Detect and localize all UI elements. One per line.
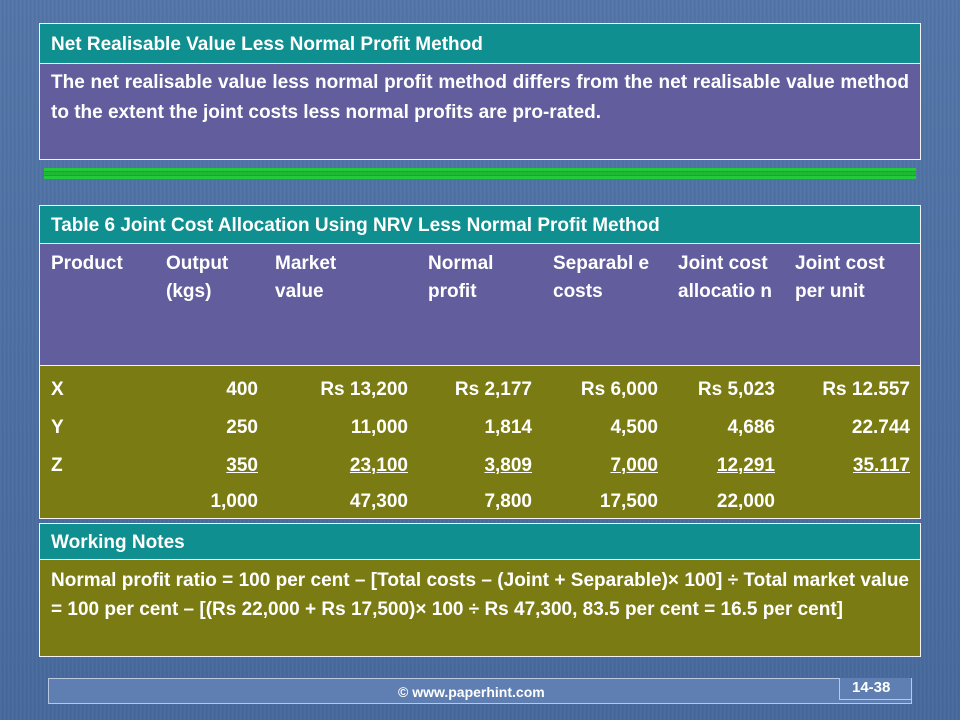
table-body: X 400 Rs 13,200 Rs 2,177 Rs 6,000 Rs 5,0… [40, 366, 920, 518]
working-notes-title: Working Notes [51, 532, 185, 553]
table-cell: 22.744 [851, 417, 910, 438]
table-cell: 12,291 [716, 455, 775, 476]
table-cell: 400 [226, 379, 258, 400]
table-cell: 4,500 [610, 417, 658, 438]
header-market-value: Market value [275, 253, 337, 302]
table-cell: 1,814 [484, 417, 532, 438]
intro-title: Net Realisable Value Less Normal Profit … [51, 34, 483, 55]
page-number-box: 14-38 [839, 678, 911, 700]
table-cell: Y [51, 417, 64, 438]
table-cell: Rs 5,023 [697, 379, 775, 400]
green-divider [44, 168, 916, 180]
table-cell: 23,100 [349, 455, 408, 476]
working-notes-title-bar: Working Notes [40, 524, 920, 560]
header-normal-profit: Normal profit [428, 253, 494, 302]
table-cell: 350 [226, 455, 258, 476]
table-cell: Z [51, 455, 63, 476]
table-cell: 250 [226, 417, 258, 438]
table-title-bar: Table 6 Joint Cost Allocation Using NRV … [40, 206, 920, 244]
table-cell: 7,000 [610, 455, 658, 476]
table-header-row: Product Output (kgs) Market value Normal… [40, 244, 920, 366]
table-total-cell: 22,000 [716, 491, 775, 512]
table-cell: Rs 2,177 [454, 379, 532, 400]
header-output: Output (kgs) [166, 253, 229, 302]
intro-title-bar: Net Realisable Value Less Normal Profit … [40, 24, 920, 64]
working-notes-box: Normal profit ratio = 100 per cent – [To… [40, 560, 920, 656]
intro-body-box: The net realisable value less normal pro… [40, 64, 920, 159]
table-cell: 11,000 [350, 417, 408, 438]
header-product: Product [51, 253, 123, 274]
table-cell: X [51, 379, 64, 400]
table-title: Table 6 Joint Cost Allocation Using NRV … [51, 215, 660, 236]
table-total-cell: 1,000 [210, 491, 258, 512]
footer-credit: © www.paperhint.com [398, 684, 545, 700]
table-cell: 3,809 [484, 455, 532, 476]
table-cell: Rs 13,200 [320, 379, 408, 400]
header-joint-cost-allocation: Joint cost allocatio n [678, 253, 772, 302]
table-cell: Rs 6,000 [580, 379, 658, 400]
intro-body-text: The net realisable value less normal pro… [51, 72, 909, 123]
table-cell: Rs 12.557 [822, 379, 910, 400]
footer-bar: © www.paperhint.com 14-38 [48, 678, 912, 704]
table-total-cell: 47,300 [349, 491, 408, 512]
table-cell: 4,686 [727, 417, 775, 438]
table-total-cell: 17,500 [599, 491, 658, 512]
header-joint-cost-per-unit: Joint cost per unit [795, 253, 885, 302]
table-total-cell: 7,800 [484, 491, 532, 512]
page-number: 14-38 [852, 679, 891, 696]
header-separable-costs: Separabl e costs [553, 253, 650, 302]
table-cell: 35.117 [852, 455, 910, 476]
working-notes-text: Normal profit ratio = 100 per cent – [To… [51, 570, 909, 620]
